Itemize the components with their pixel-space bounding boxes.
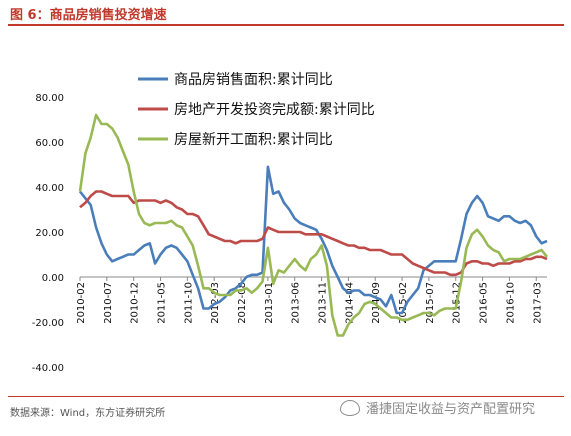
x-tick-label: 2013-01: [264, 282, 275, 324]
x-tick-label: 2013-11: [318, 282, 329, 324]
axes: 80.00 60.00 40.00 20.00 0.00 -20.00 -40.00 2010…: [32, 93, 547, 374]
figure-title: 图 6：商品房销售投资增速: [10, 8, 167, 23]
wechat-icon: [340, 399, 360, 416]
series-line-3: [78, 113, 549, 337]
series-line-1: [78, 165, 548, 315]
legend-label-3: 房屋新开工面积:累计同比: [174, 132, 333, 148]
watermark: 潘捷固定收益与资产配置研究: [340, 398, 535, 417]
x-tick-label: 2014-09: [371, 282, 382, 324]
x-tick-label: 2016-10: [505, 282, 516, 324]
x-tick-label: 2015-02: [398, 282, 409, 324]
y-tick-label: 20.00: [35, 228, 64, 239]
title-rule: [8, 24, 564, 26]
legend-label-2: 房地产开发投资完成额:累计同比: [174, 102, 375, 118]
series-line-2: [79, 190, 548, 277]
x-tick-label: 2010-07: [103, 282, 114, 324]
watermark-text: 潘捷固定收益与资产配置研究: [366, 402, 536, 417]
y-tick-label: 0.00: [42, 273, 64, 284]
y-tick-label: -40.00: [32, 363, 64, 374]
y-tick-label: 60.00: [35, 138, 64, 149]
x-tick-label: 2016-05: [479, 282, 490, 324]
x-tick-label: 2017-03: [532, 282, 543, 324]
y-tick-label: -20.00: [32, 318, 64, 329]
legend-label-1: 商品房销售面积:累计同比: [174, 72, 333, 88]
y-tick-label: 40.00: [35, 183, 64, 194]
source-note: 数据来源：Wind，东方证券研究所: [10, 408, 166, 419]
bottom-rule: [8, 396, 564, 397]
x-tick-label: 2010-02: [76, 282, 87, 324]
x-tick-label: 2011-10: [183, 282, 194, 324]
x-tick-label: 2013-06: [291, 282, 302, 324]
series-layer: [78, 113, 549, 337]
x-tick-label: 2014-04: [344, 282, 355, 324]
x-tick-label: 2012-08: [237, 282, 248, 324]
x-tick-label: 2015-07: [425, 282, 436, 324]
x-tick-label: 2010-12: [130, 282, 141, 324]
y-tick-label: 80.00: [35, 93, 64, 104]
x-tick-label: 2011-05: [157, 282, 168, 324]
